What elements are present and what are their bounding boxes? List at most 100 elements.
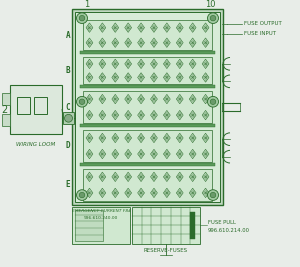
Text: E: E bbox=[65, 180, 70, 189]
Polygon shape bbox=[176, 94, 183, 104]
Text: WIRING LOOM: WIRING LOOM bbox=[16, 142, 56, 147]
Bar bbox=[80, 163, 215, 166]
Polygon shape bbox=[138, 94, 145, 104]
Polygon shape bbox=[86, 110, 93, 120]
Polygon shape bbox=[189, 188, 196, 198]
Bar bbox=[222, 103, 240, 111]
Polygon shape bbox=[202, 73, 209, 82]
Polygon shape bbox=[138, 172, 145, 182]
Polygon shape bbox=[151, 188, 158, 198]
Polygon shape bbox=[125, 23, 132, 32]
Polygon shape bbox=[99, 73, 106, 82]
Circle shape bbox=[210, 192, 216, 198]
Polygon shape bbox=[189, 149, 196, 159]
Circle shape bbox=[76, 13, 88, 23]
Text: EMERGENCY CURRENT F84: EMERGENCY CURRENT F84 bbox=[72, 209, 130, 213]
Polygon shape bbox=[99, 38, 106, 48]
Polygon shape bbox=[151, 94, 158, 104]
Polygon shape bbox=[125, 73, 132, 82]
Circle shape bbox=[64, 114, 73, 122]
Polygon shape bbox=[86, 188, 93, 198]
Bar bbox=[72, 9, 223, 205]
Bar bbox=[75, 210, 103, 241]
Polygon shape bbox=[151, 23, 158, 32]
Polygon shape bbox=[138, 188, 145, 198]
Polygon shape bbox=[202, 172, 209, 182]
Polygon shape bbox=[164, 133, 170, 143]
Polygon shape bbox=[176, 110, 183, 120]
Polygon shape bbox=[112, 59, 119, 69]
Polygon shape bbox=[151, 73, 158, 82]
Polygon shape bbox=[112, 94, 119, 104]
Polygon shape bbox=[99, 149, 106, 159]
Polygon shape bbox=[189, 73, 196, 82]
Bar bbox=[17, 97, 30, 114]
Polygon shape bbox=[99, 133, 106, 143]
Text: D: D bbox=[65, 142, 70, 151]
Bar bbox=[80, 124, 215, 127]
Bar bbox=[83, 20, 212, 50]
Bar bbox=[80, 85, 215, 88]
Bar bbox=[132, 207, 200, 244]
Polygon shape bbox=[189, 23, 196, 32]
Bar bbox=[63, 112, 74, 124]
Polygon shape bbox=[176, 38, 183, 48]
Bar bbox=[2, 114, 10, 126]
Polygon shape bbox=[176, 59, 183, 69]
Circle shape bbox=[208, 13, 218, 23]
Text: FUSE INPUT: FUSE INPUT bbox=[244, 31, 276, 36]
Polygon shape bbox=[99, 94, 106, 104]
Text: RESERVE-FUSES: RESERVE-FUSES bbox=[144, 248, 188, 253]
Polygon shape bbox=[151, 172, 158, 182]
Polygon shape bbox=[125, 172, 132, 182]
Polygon shape bbox=[189, 59, 196, 69]
Polygon shape bbox=[125, 133, 132, 143]
Polygon shape bbox=[138, 133, 145, 143]
Bar bbox=[80, 51, 215, 54]
Circle shape bbox=[79, 192, 85, 198]
Polygon shape bbox=[112, 38, 119, 48]
Text: 996.610.240.00: 996.610.240.00 bbox=[84, 217, 118, 221]
Polygon shape bbox=[176, 133, 183, 143]
Polygon shape bbox=[164, 188, 170, 198]
Polygon shape bbox=[176, 73, 183, 82]
Polygon shape bbox=[99, 188, 106, 198]
Polygon shape bbox=[202, 188, 209, 198]
Polygon shape bbox=[86, 23, 93, 32]
Polygon shape bbox=[164, 110, 170, 120]
Bar bbox=[34, 97, 47, 114]
Circle shape bbox=[76, 96, 88, 107]
Bar bbox=[83, 130, 212, 162]
Polygon shape bbox=[176, 23, 183, 32]
Polygon shape bbox=[202, 110, 209, 120]
Polygon shape bbox=[164, 38, 170, 48]
Polygon shape bbox=[151, 38, 158, 48]
Polygon shape bbox=[86, 38, 93, 48]
Polygon shape bbox=[99, 59, 106, 69]
Polygon shape bbox=[138, 73, 145, 82]
Polygon shape bbox=[112, 23, 119, 32]
Text: 1: 1 bbox=[84, 1, 90, 9]
Circle shape bbox=[210, 99, 216, 104]
Polygon shape bbox=[176, 172, 183, 182]
Polygon shape bbox=[189, 172, 196, 182]
Polygon shape bbox=[112, 133, 119, 143]
Polygon shape bbox=[99, 23, 106, 32]
Polygon shape bbox=[86, 73, 93, 82]
Bar bbox=[2, 93, 10, 105]
Polygon shape bbox=[125, 94, 132, 104]
Polygon shape bbox=[86, 149, 93, 159]
Polygon shape bbox=[112, 188, 119, 198]
Text: 996.610.214.00: 996.610.214.00 bbox=[208, 227, 250, 233]
Polygon shape bbox=[176, 149, 183, 159]
Polygon shape bbox=[125, 149, 132, 159]
Polygon shape bbox=[125, 188, 132, 198]
Polygon shape bbox=[125, 38, 132, 48]
Circle shape bbox=[208, 96, 218, 107]
Polygon shape bbox=[202, 38, 209, 48]
Polygon shape bbox=[189, 133, 196, 143]
Polygon shape bbox=[99, 172, 106, 182]
Polygon shape bbox=[164, 149, 170, 159]
Circle shape bbox=[79, 99, 85, 104]
Polygon shape bbox=[151, 110, 158, 120]
